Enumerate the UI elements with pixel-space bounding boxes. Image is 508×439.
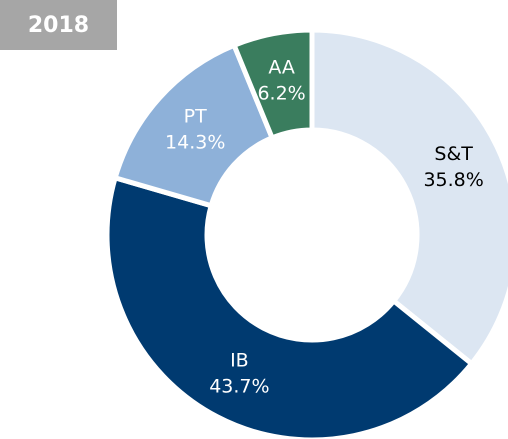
- donut-slice: [230, 27, 315, 142]
- slice-label: PT: [184, 106, 207, 128]
- title-badge: [0, 0, 117, 50]
- slice-value-label: 35.8%: [423, 169, 483, 191]
- slice-label: S&T: [434, 143, 473, 165]
- slice-value-label: 14.3%: [165, 132, 225, 154]
- slice-label: IB: [230, 350, 249, 372]
- slice-value-label: 6.2%: [257, 82, 305, 104]
- chart-title: 2018: [28, 13, 89, 38]
- slice-label: AA: [268, 56, 295, 78]
- slice-value-label: 43.7%: [209, 376, 269, 398]
- donut-slice: [309, 27, 508, 368]
